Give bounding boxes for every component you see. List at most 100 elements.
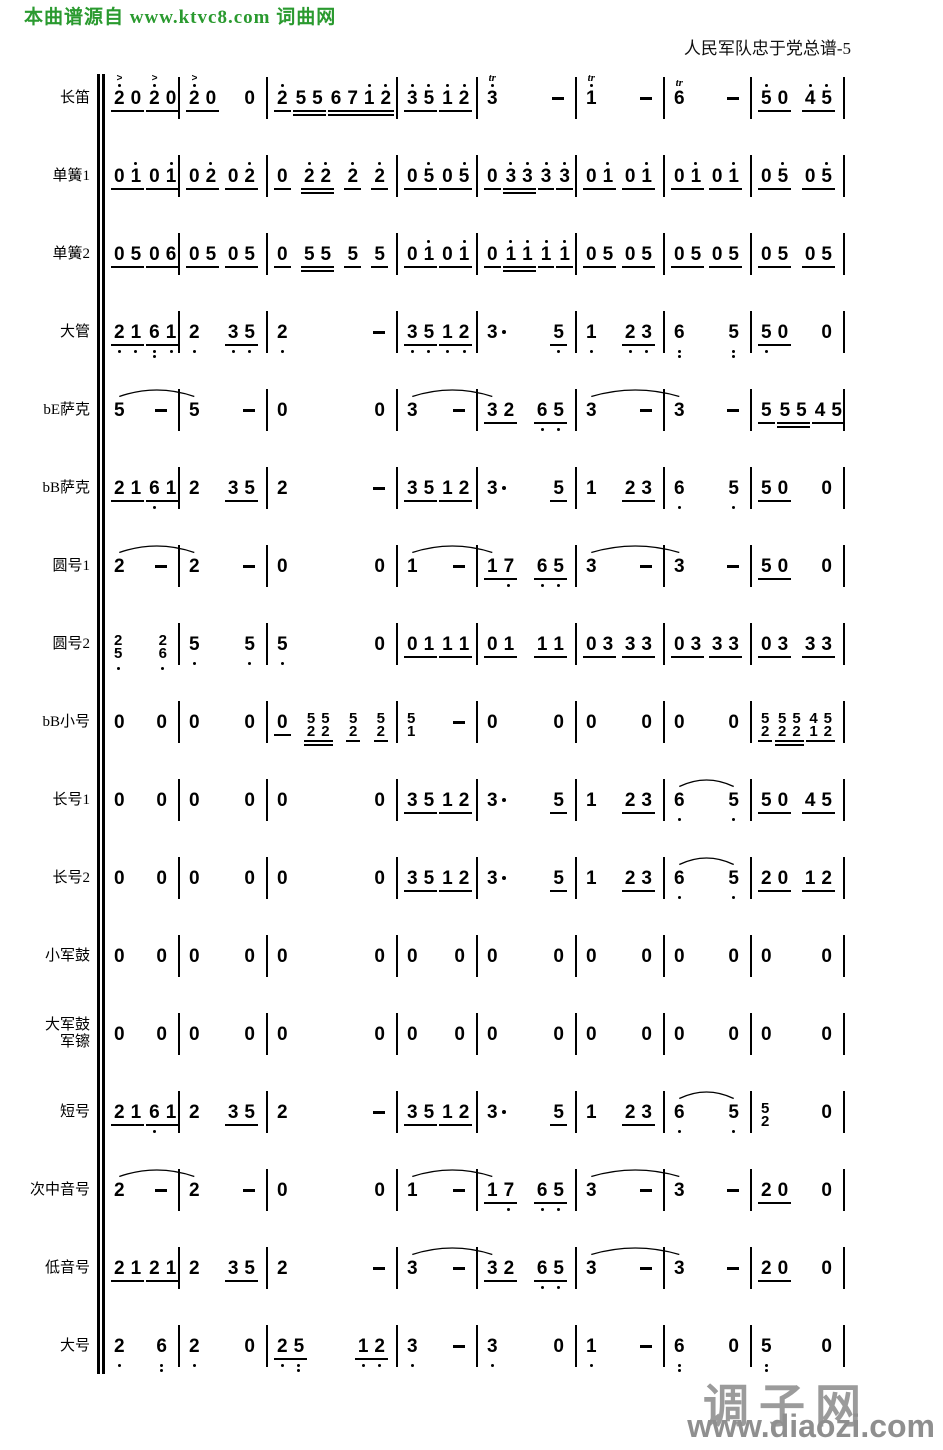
note-digit: 5 (423, 867, 435, 889)
note-group: 3 (403, 1320, 422, 1373)
note-digit: 0 (156, 789, 167, 811)
note: 2 (277, 462, 288, 515)
staff-label: 单簧2 (52, 245, 90, 262)
note: 1 (442, 306, 453, 359)
note: 0 (761, 1008, 772, 1061)
note-digit: 5 (728, 1101, 739, 1123)
staff-label: 长号1 (52, 791, 90, 808)
octave-dot (152, 349, 156, 353)
octave-dot (490, 83, 494, 87)
octave-dot (116, 666, 120, 670)
note: 5 (296, 72, 307, 125)
octave-dot (557, 427, 561, 431)
below-marks (152, 343, 156, 359)
note-digit: 5 (641, 243, 652, 265)
octave-dot (764, 83, 768, 87)
note-digit: 0 (205, 87, 217, 109)
note-group: 3 (403, 1242, 422, 1295)
below-marks (764, 1357, 768, 1373)
above-marks: tr (676, 72, 683, 88)
note-group: 0 (273, 1008, 292, 1061)
note-digit: 3 (821, 633, 832, 655)
note-digit: 0 (553, 1335, 564, 1357)
note-digit: 5 (728, 789, 739, 811)
note-group: 1 (403, 1164, 422, 1217)
note-digit: 0 (761, 165, 772, 187)
note: 5 (244, 1242, 255, 1295)
octave-dot (280, 349, 284, 353)
above-marks (351, 150, 355, 166)
octave-dot (462, 83, 466, 87)
note-digit: 2 (458, 867, 470, 889)
note: 5 (553, 1086, 564, 1139)
note: 5 (277, 618, 288, 671)
note: 1 (407, 540, 418, 593)
octave-dot (677, 895, 681, 899)
note-digit: 3 (227, 321, 239, 343)
dash-rest (727, 96, 739, 100)
below-marks (507, 1201, 511, 1217)
note-digit: 6 (674, 789, 685, 811)
note-group (723, 540, 743, 593)
staff-row: 大管 2 1 6 1 2 3 5 2 3 5 1 2 3 5 1 2 3 6 5 5 0 0 (0, 293, 943, 371)
note-digit: 0 (165, 87, 177, 109)
note-digit: 0 (586, 243, 597, 265)
note-digit: 2 (277, 477, 288, 499)
note-digit: 5 (423, 1101, 435, 1123)
note: 7 (504, 540, 514, 593)
note-group: 0 (273, 696, 292, 749)
staff-row: bB小号 0 0 0 0 0 5 2 5 2 5 2 5 2 5 1 0 0 0 0 0 0 5 2 5 2 5 2 4 1 5 2 (0, 683, 943, 761)
octave-dot (462, 349, 466, 353)
octave-dot (427, 349, 431, 353)
note: 6 (149, 1086, 160, 1139)
note: 1 (586, 774, 597, 827)
note: 2 (114, 462, 125, 515)
note: 0 (442, 150, 453, 203)
below-marks (445, 343, 449, 359)
measure: tr 1 (577, 72, 665, 125)
note-digit: 0 (821, 1101, 832, 1123)
note-digit: 0 (277, 165, 288, 187)
note: 1 (166, 150, 176, 203)
note: 0 (674, 228, 685, 281)
note-digit: 0 (189, 711, 200, 733)
chord-digit: 2 (777, 722, 787, 740)
note-group: 1 (555, 228, 574, 281)
note-digit: 0 (641, 711, 652, 733)
note-digit: 5 (761, 321, 772, 343)
above-marks (445, 72, 449, 88)
note-group: 5 (185, 384, 204, 437)
note-group: 0 (370, 1164, 389, 1217)
note: 3 (487, 384, 498, 437)
dash-rest (373, 1266, 385, 1270)
note-digit: 1 (130, 165, 142, 187)
note-digit: 0 (374, 1023, 385, 1045)
note-digit: 2 (149, 1257, 160, 1279)
dash-rest (640, 564, 652, 568)
note-digit: 0 (674, 1023, 685, 1045)
note (727, 72, 739, 125)
note-group: 0 (370, 384, 389, 437)
note-digit: 3 (586, 399, 597, 421)
note (727, 384, 739, 437)
above-marks (427, 228, 431, 244)
below-marks (732, 499, 736, 515)
note-digit: 4 (814, 399, 826, 421)
